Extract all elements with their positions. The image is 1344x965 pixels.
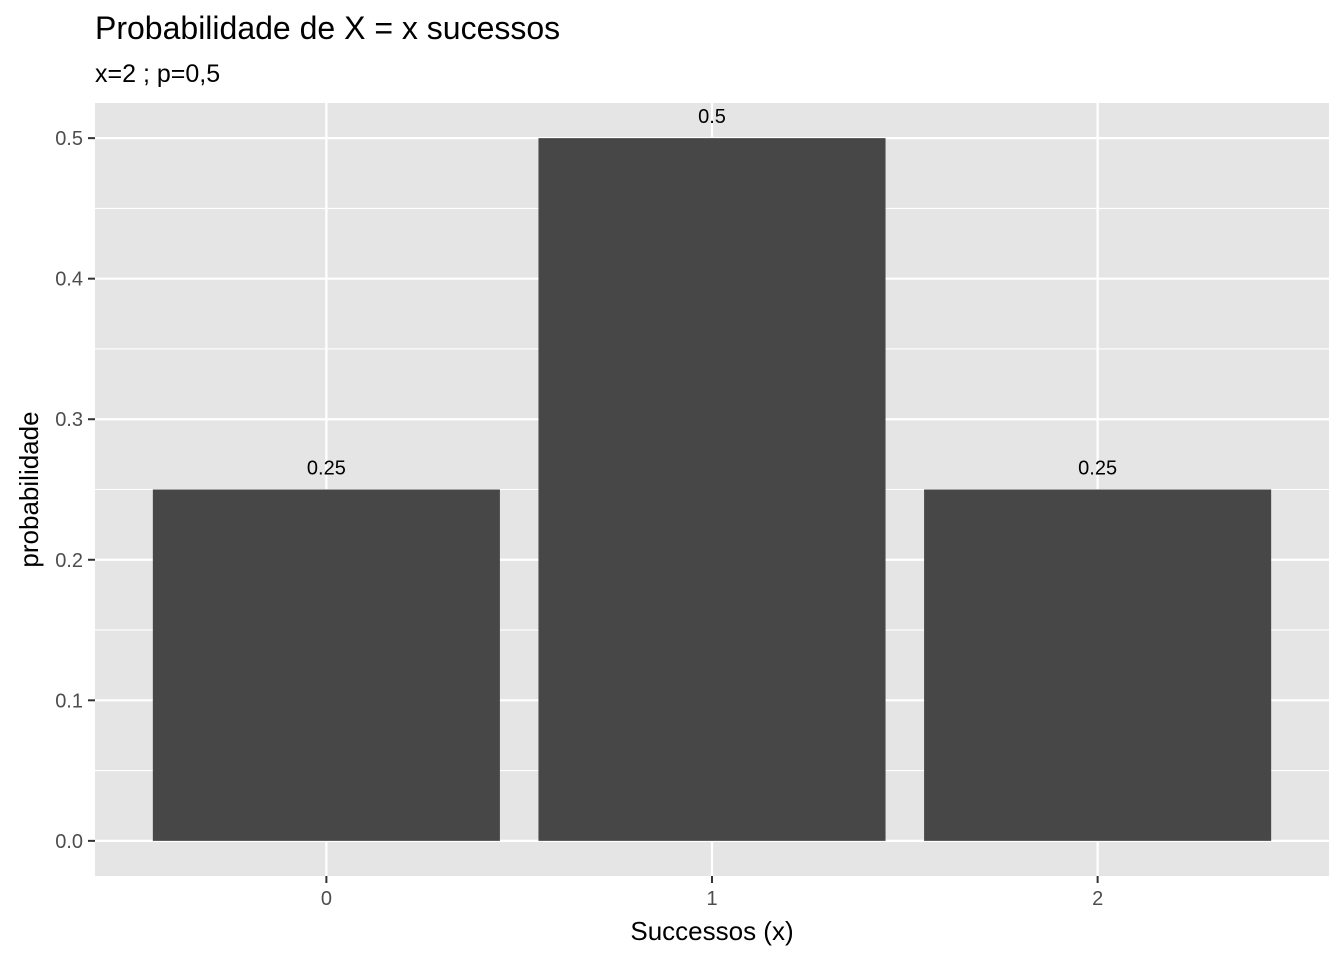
y-tick-label: 0.1: [55, 690, 83, 712]
data-labels: 0.25 0.5 0.25: [307, 106, 1117, 479]
chart-subtitle: x=2 ; p=0,5: [95, 60, 220, 88]
x-axis-title: Successos (x): [630, 916, 793, 946]
y-tick-label: 0.0: [55, 831, 83, 853]
chart-title: Probabilidade de X = x sucessos: [95, 10, 560, 46]
x-tick-label: 1: [706, 888, 717, 910]
y-axis: 0.0 0.1 0.2 0.3 0.4 0.5: [55, 128, 95, 853]
bar-0: [152, 489, 500, 841]
x-axis: 0 1 2: [321, 876, 1103, 910]
data-label-1: 0.5: [698, 106, 726, 128]
y-tick-label: 0.4: [55, 269, 83, 291]
bar-1: [538, 138, 886, 841]
bar-2: [924, 489, 1272, 841]
bars: [152, 138, 1272, 841]
x-tick-label: 0: [321, 888, 332, 910]
y-tick-label: 0.2: [55, 550, 83, 572]
x-tick-label: 2: [1092, 888, 1103, 910]
data-label-2: 0.25: [1078, 458, 1117, 480]
y-tick-label: 0.5: [55, 128, 83, 150]
data-label-0: 0.25: [307, 458, 346, 480]
y-tick-label: 0.3: [55, 409, 83, 431]
y-axis-title: probabilidade: [14, 411, 44, 567]
